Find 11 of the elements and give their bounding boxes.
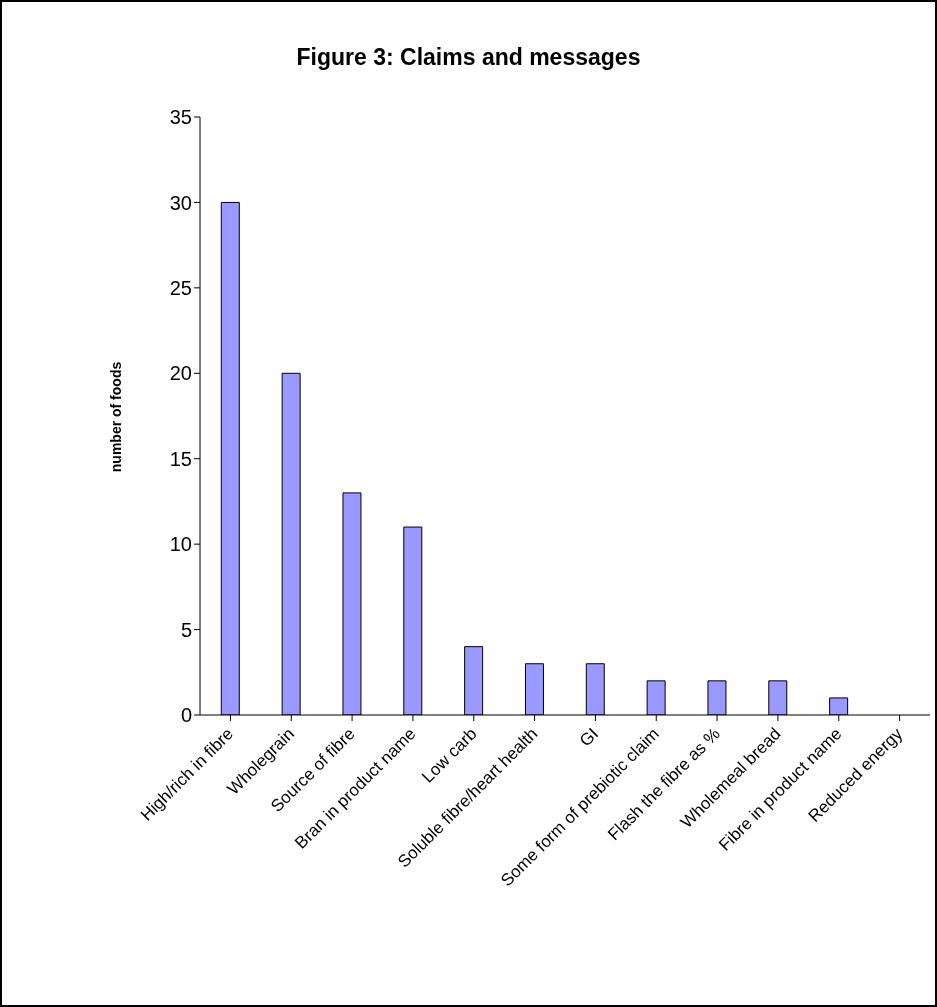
y-tick-label: 35	[169, 106, 192, 129]
y-tick-label: 0	[180, 704, 192, 727]
y-tick-label: 15	[169, 447, 192, 470]
x-tick-label: GI	[576, 724, 603, 751]
y-tick-label: 25	[169, 276, 192, 299]
y-axis-title: number of foods	[108, 361, 124, 473]
y-tick-label: 10	[169, 533, 192, 556]
chart-title: Figure 3: Claims and messages	[295, 44, 642, 71]
y-tick-label: 20	[169, 362, 192, 385]
y-tick-label: 5	[180, 618, 192, 641]
y-tick-label: 30	[169, 191, 192, 214]
